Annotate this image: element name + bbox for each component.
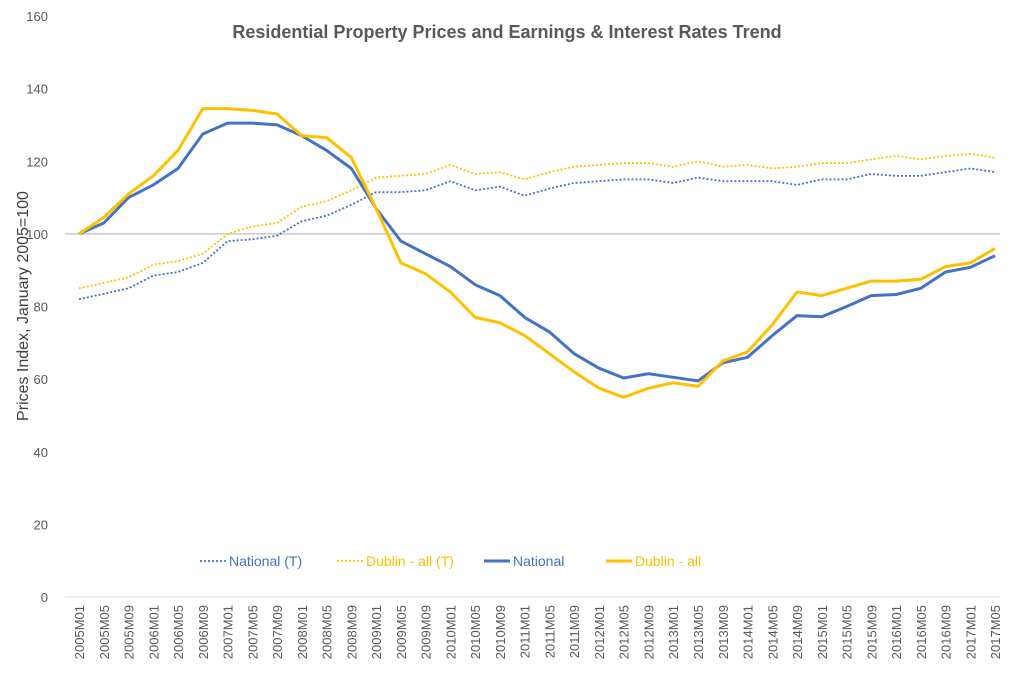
x-tick-label: 2009M09 bbox=[419, 605, 434, 659]
x-tick-label: 2015M01 bbox=[815, 605, 830, 659]
x-tick-label: 2005M09 bbox=[122, 605, 137, 659]
x-tick-label: 2015M09 bbox=[864, 605, 879, 659]
x-tick-label: 2015M05 bbox=[840, 605, 855, 659]
x-tick-label: 2010M05 bbox=[468, 605, 483, 659]
x-tick-label: 2016M05 bbox=[914, 605, 929, 659]
legend-label: Dublin - all (T) bbox=[366, 553, 454, 569]
y-tick-label: 140 bbox=[26, 82, 48, 97]
x-tick-label: 2008M05 bbox=[320, 605, 335, 659]
y-tick-label: 100 bbox=[26, 227, 48, 242]
series-line-national-t bbox=[78, 167, 996, 301]
series-line-national bbox=[78, 121, 996, 383]
x-tick-label: 2006M01 bbox=[146, 605, 161, 659]
x-tick-label: 2017M05 bbox=[988, 605, 1003, 659]
x-tick-label: 2006M09 bbox=[196, 605, 211, 659]
legend-label: Dublin - all bbox=[635, 553, 701, 569]
x-tick-label: 2014M01 bbox=[741, 605, 756, 659]
x-tick-label: 2011M09 bbox=[567, 605, 582, 658]
chart-title: Residential Property Prices and Earnings… bbox=[232, 22, 781, 42]
legend-label: National (T) bbox=[229, 553, 302, 569]
x-tick-label: 2008M01 bbox=[295, 605, 310, 659]
y-tick-label: 80 bbox=[34, 300, 48, 315]
x-tick-label: 2007M09 bbox=[270, 605, 285, 659]
y-tick-label: 40 bbox=[34, 445, 48, 460]
x-tick-label: 2014M09 bbox=[790, 605, 805, 659]
y-axis-label: Prices Index, January 2005=100 bbox=[15, 191, 32, 421]
x-tick-label: 2016M09 bbox=[939, 605, 954, 659]
x-tick-label: 2011M01 bbox=[518, 605, 533, 658]
x-tick-label: 2007M05 bbox=[245, 605, 260, 659]
x-tick-label: 2007M01 bbox=[221, 605, 236, 659]
x-tick-label: 2010M01 bbox=[443, 605, 458, 659]
x-tick-label: 2011M05 bbox=[542, 605, 557, 658]
x-tick-label: 2014M05 bbox=[765, 605, 780, 659]
x-tick-label: 2006M05 bbox=[171, 605, 186, 659]
series-line-dublin-all bbox=[78, 107, 996, 399]
x-tick-label: 2012M09 bbox=[641, 605, 656, 659]
x-tick-label: 2013M09 bbox=[716, 605, 731, 659]
x-tick-label: 2005M01 bbox=[72, 605, 87, 659]
y-tick-label: 60 bbox=[34, 372, 48, 387]
x-tick-label: 2008M09 bbox=[344, 605, 359, 659]
y-tick-label: 0 bbox=[41, 590, 48, 605]
x-tick-label: 2013M01 bbox=[666, 605, 681, 659]
series-line-dublin-all-t bbox=[78, 153, 996, 290]
x-tick-label: 2005M05 bbox=[97, 605, 112, 659]
y-tick-label: 120 bbox=[26, 154, 48, 169]
x-tick-label: 2009M01 bbox=[369, 605, 384, 659]
y-tick-label: 20 bbox=[34, 517, 48, 532]
y-tick-label: 160 bbox=[26, 9, 48, 24]
x-tick-label: 2010M09 bbox=[493, 605, 508, 659]
x-tick-label: 2012M05 bbox=[617, 605, 632, 659]
legend-label: National bbox=[513, 553, 564, 569]
x-tick-label: 2017M01 bbox=[963, 605, 978, 659]
x-tick-label: 2016M01 bbox=[889, 605, 904, 659]
legend: National (T) Dublin - all (T) National Dubl… bbox=[200, 553, 701, 569]
x-tick-label: 2012M01 bbox=[592, 605, 607, 659]
x-tick-label: 2009M05 bbox=[394, 605, 409, 659]
x-tick-label: 2013M05 bbox=[691, 605, 706, 659]
